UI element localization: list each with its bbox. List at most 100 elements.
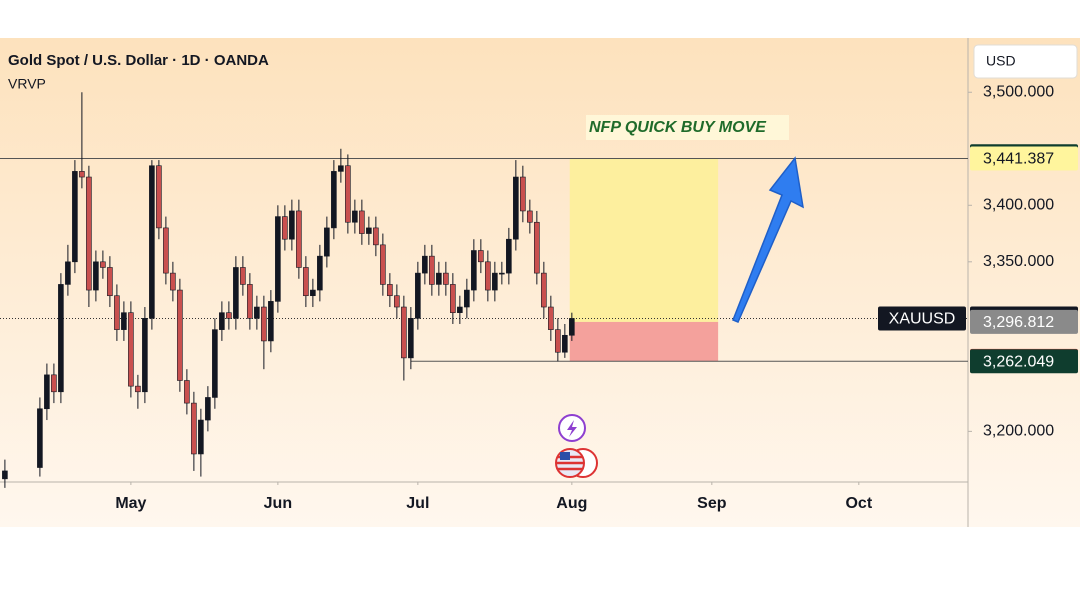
candle-body bbox=[37, 408, 43, 468]
y-tick-label: 3,500.000 bbox=[983, 83, 1054, 100]
candle-body bbox=[289, 210, 295, 240]
y-tick-label: 3,350.000 bbox=[983, 253, 1054, 270]
price-label: 3,441.387 bbox=[983, 151, 1054, 168]
candle-body bbox=[562, 334, 568, 353]
candle-body bbox=[149, 165, 155, 319]
candle-body bbox=[317, 255, 323, 291]
candle-body bbox=[569, 318, 575, 336]
candle-body bbox=[345, 165, 351, 223]
candle-body bbox=[65, 261, 71, 285]
candle-body bbox=[107, 267, 113, 297]
candle-body bbox=[212, 329, 218, 398]
candle-body bbox=[58, 284, 64, 393]
candle-body bbox=[72, 171, 78, 263]
candle-body bbox=[261, 306, 267, 342]
annotation-box bbox=[586, 115, 789, 140]
candle-body bbox=[79, 171, 85, 178]
candle-body bbox=[555, 329, 561, 353]
price-label-box bbox=[970, 309, 1078, 334]
candle-body bbox=[275, 216, 281, 302]
candle-body bbox=[338, 165, 344, 172]
chart-background bbox=[0, 38, 1080, 527]
candle-body bbox=[415, 272, 421, 319]
candle-body bbox=[352, 210, 358, 223]
currency-box[interactable] bbox=[973, 44, 1078, 79]
price-label-box bbox=[970, 146, 1078, 171]
arrow bbox=[732, 156, 804, 323]
symbol-label: XAUUSD bbox=[889, 311, 956, 328]
candle-body bbox=[541, 272, 547, 308]
x-tick-label: Aug bbox=[556, 495, 587, 512]
trade-zone bbox=[569, 321, 719, 362]
candle-body bbox=[485, 261, 491, 291]
candle-body bbox=[198, 419, 204, 455]
candle-body bbox=[191, 402, 197, 455]
candle-body bbox=[2, 470, 8, 480]
x-tick-label: Jul bbox=[406, 495, 429, 512]
candle-body bbox=[177, 289, 183, 381]
currency-label[interactable]: USD bbox=[986, 53, 1016, 69]
candle-body bbox=[499, 272, 505, 275]
candle-body bbox=[51, 374, 57, 393]
candle-body bbox=[471, 250, 477, 291]
candle-body bbox=[100, 261, 106, 268]
candle-body bbox=[436, 272, 442, 285]
candle-body bbox=[527, 210, 533, 223]
candle-body bbox=[205, 397, 211, 421]
trade-zone bbox=[569, 158, 719, 322]
candle-body bbox=[422, 255, 428, 274]
candle-body bbox=[450, 284, 456, 313]
x-tick-label: May bbox=[115, 495, 146, 512]
y-tick-label: 3,200.000 bbox=[983, 423, 1054, 440]
candle-body bbox=[254, 306, 260, 319]
price-label: 3,296.812 bbox=[983, 314, 1054, 331]
candle-body bbox=[121, 312, 127, 330]
x-tick-label: Jun bbox=[264, 495, 292, 512]
candle-body bbox=[429, 255, 435, 285]
x-tick-label: Sep bbox=[697, 495, 727, 512]
candle-body bbox=[44, 374, 50, 410]
candle-body bbox=[219, 312, 225, 330]
candle-body bbox=[443, 272, 449, 285]
candle-body bbox=[170, 272, 176, 291]
candle-body bbox=[296, 210, 302, 268]
candle-body bbox=[394, 295, 400, 308]
candle-body bbox=[359, 210, 365, 234]
candle-body bbox=[303, 267, 309, 297]
price-label-box bbox=[970, 349, 1078, 374]
candle-body bbox=[156, 165, 162, 229]
candle-body bbox=[268, 301, 274, 342]
candle-body bbox=[163, 227, 169, 274]
candle-body bbox=[401, 306, 407, 359]
us-flag-canton bbox=[560, 452, 570, 460]
candle-body bbox=[240, 267, 246, 285]
candle-body bbox=[506, 238, 512, 274]
candle-body bbox=[226, 312, 232, 319]
candle-body bbox=[380, 244, 386, 285]
candle-body bbox=[135, 385, 141, 393]
candle-body bbox=[373, 227, 379, 246]
y-tick-label: 3,400.000 bbox=[983, 197, 1054, 214]
price-label: 3,262.049 bbox=[983, 353, 1054, 370]
plot bbox=[0, 92, 968, 488]
candle-body bbox=[93, 261, 99, 291]
candle-body bbox=[142, 318, 148, 393]
candle-body bbox=[464, 289, 470, 308]
candle-body bbox=[387, 284, 393, 297]
candle-body bbox=[282, 216, 288, 240]
candle-body bbox=[247, 284, 253, 319]
candle-body bbox=[114, 295, 120, 330]
x-tick-label: Oct bbox=[845, 495, 872, 512]
candle-body bbox=[128, 312, 134, 387]
candle-body bbox=[520, 176, 526, 212]
candle-body bbox=[233, 267, 239, 319]
candle-body bbox=[492, 272, 498, 291]
candle-body bbox=[184, 380, 190, 404]
symbol-label-box bbox=[878, 306, 966, 331]
candle-body bbox=[408, 318, 414, 359]
candle-body bbox=[310, 289, 316, 297]
event-icon-bolt bbox=[567, 420, 577, 437]
candle-body bbox=[457, 306, 463, 313]
candle-body bbox=[534, 221, 540, 274]
